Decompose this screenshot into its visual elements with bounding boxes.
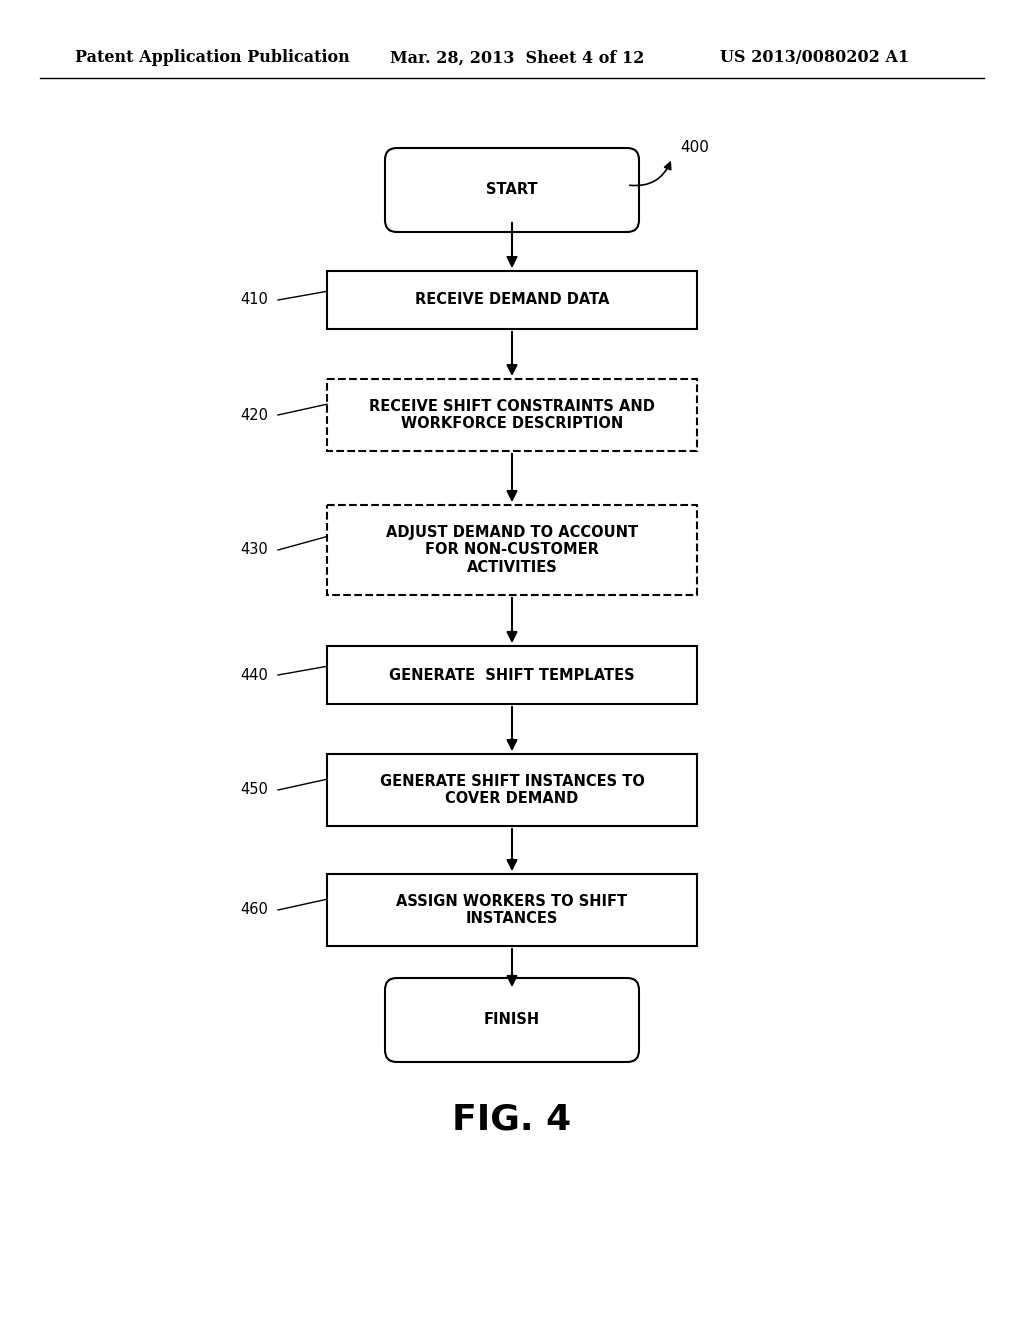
Text: ASSIGN WORKERS TO SHIFT
INSTANCES: ASSIGN WORKERS TO SHIFT INSTANCES — [396, 894, 628, 927]
Text: RECEIVE DEMAND DATA: RECEIVE DEMAND DATA — [415, 293, 609, 308]
Text: FINISH: FINISH — [484, 1012, 540, 1027]
Text: GENERATE  SHIFT TEMPLATES: GENERATE SHIFT TEMPLATES — [389, 668, 635, 682]
Text: 420: 420 — [240, 408, 268, 422]
Text: US 2013/0080202 A1: US 2013/0080202 A1 — [720, 49, 909, 66]
Text: 400: 400 — [680, 140, 709, 156]
Text: GENERATE SHIFT INSTANCES TO
COVER DEMAND: GENERATE SHIFT INSTANCES TO COVER DEMAND — [380, 774, 644, 807]
FancyBboxPatch shape — [385, 978, 639, 1063]
Text: 450: 450 — [240, 783, 268, 797]
Text: 460: 460 — [240, 903, 268, 917]
Text: ADJUST DEMAND TO ACCOUNT
FOR NON-CUSTOMER
ACTIVITIES: ADJUST DEMAND TO ACCOUNT FOR NON-CUSTOME… — [386, 525, 638, 576]
Bar — [327, 271, 697, 329]
Text: 430: 430 — [240, 543, 267, 557]
FancyBboxPatch shape — [385, 148, 639, 232]
Bar — [327, 379, 697, 451]
Text: Mar. 28, 2013  Sheet 4 of 12: Mar. 28, 2013 Sheet 4 of 12 — [390, 49, 644, 66]
Text: FIG. 4: FIG. 4 — [453, 1104, 571, 1137]
Text: 410: 410 — [240, 293, 268, 308]
Text: RECEIVE SHIFT CONSTRAINTS AND
WORKFORCE DESCRIPTION: RECEIVE SHIFT CONSTRAINTS AND WORKFORCE … — [369, 399, 655, 432]
Bar — [327, 506, 697, 595]
Bar — [327, 874, 697, 946]
Text: START: START — [486, 182, 538, 198]
Bar — [327, 645, 697, 704]
Bar — [327, 754, 697, 826]
Text: Patent Application Publication: Patent Application Publication — [75, 49, 350, 66]
Text: 440: 440 — [240, 668, 268, 682]
